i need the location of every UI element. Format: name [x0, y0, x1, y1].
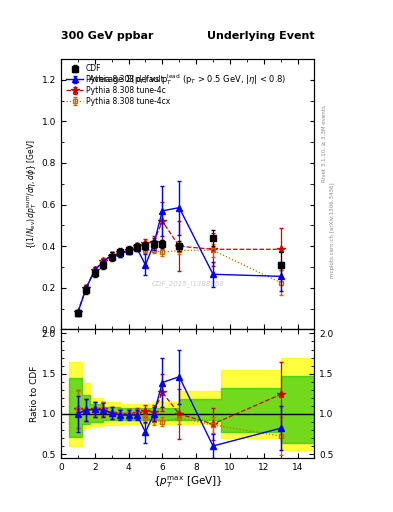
Text: mcplots.cern.ch [arXiv:1306.3436]: mcplots.cern.ch [arXiv:1306.3436] — [330, 183, 335, 278]
Legend: CDF, Pythia 8.308 default, Pythia 8.308 tune-4c, Pythia 8.308 tune-4cx: CDF, Pythia 8.308 default, Pythia 8.308 … — [65, 62, 172, 108]
Y-axis label: $\{(1/N_\mathrm{ev})\,dp_T^\mathrm{sum}/d\eta,d\phi\}$ [GeV]: $\{(1/N_\mathrm{ev})\,dp_T^\mathrm{sum}/… — [26, 139, 39, 249]
Text: Rivet 3.1.10, ≥ 3.3M events: Rivet 3.1.10, ≥ 3.3M events — [322, 105, 327, 182]
Text: CDF_2015_I1388868: CDF_2015_I1388868 — [151, 280, 224, 287]
Text: 300 GeV ppbar: 300 GeV ppbar — [61, 31, 153, 41]
Text: Average $\Sigma$(p$_T$) vs p$_T^\mathrm{lead}$ (p$_T$ > 0.5 GeV, |$\eta$| < 0.8): Average $\Sigma$(p$_T$) vs p$_T^\mathrm{… — [88, 72, 287, 88]
Text: Underlying Event: Underlying Event — [207, 31, 314, 41]
Y-axis label: Ratio to CDF: Ratio to CDF — [30, 366, 39, 422]
X-axis label: $\{p_T^\mathrm{max}$ [GeV]$\}$: $\{p_T^\mathrm{max}$ [GeV]$\}$ — [152, 475, 223, 490]
